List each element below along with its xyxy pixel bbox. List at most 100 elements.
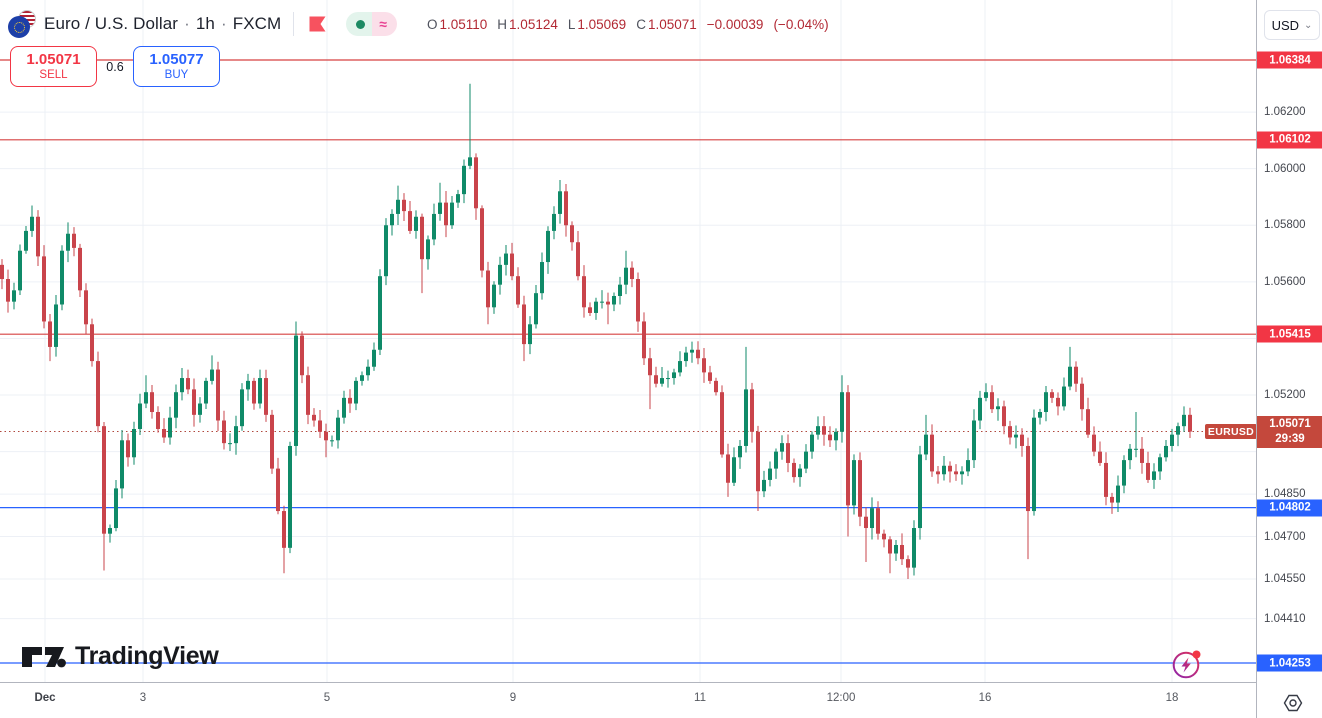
candle-body: [108, 528, 112, 534]
candle-body: [324, 431, 328, 441]
candle-body: [252, 380, 256, 404]
candle-body: [1116, 485, 1120, 503]
candle-body: [732, 457, 736, 483]
symbol-title-button[interactable]: Euro / U.S. Dollar · 1h · FXCM: [44, 14, 282, 33]
candle-body: [174, 392, 178, 418]
symbol-flag-icon: [8, 10, 36, 38]
candle-body: [612, 295, 616, 305]
candle-body: [36, 216, 40, 257]
candle-body: [1152, 471, 1156, 480]
candle-body: [156, 412, 160, 429]
candle-body: [120, 440, 124, 489]
candle-body: [522, 304, 526, 345]
symbol-name: Euro / U.S. Dollar: [44, 14, 179, 33]
time-axis[interactable]: Dec 3 5 9 11 12:00 16 18: [0, 682, 1256, 718]
candle-body: [822, 426, 826, 435]
candle-body: [828, 434, 832, 441]
candle-body: [690, 349, 694, 353]
candle-body: [900, 545, 904, 560]
candle-body: [162, 428, 166, 438]
candle-body: [96, 361, 100, 427]
candle-body: [804, 451, 808, 469]
price-level-label: 1.04253: [1257, 654, 1322, 672]
tradingview-logo[interactable]: TradingView: [20, 638, 219, 674]
flash-ideas-icon[interactable]: [1169, 647, 1205, 688]
candle-body: [1050, 392, 1054, 398]
candle-body: [180, 378, 184, 393]
candle-body: [954, 471, 958, 475]
candle-body: [762, 479, 766, 492]
candle-body: [948, 465, 952, 472]
scale-settings-hexagon-icon[interactable]: [1281, 691, 1305, 718]
candle-body: [366, 366, 370, 376]
chevron-down-icon: ⌄: [1304, 19, 1313, 31]
candle-body: [588, 307, 592, 313]
trade-panel: 1.05071 SELL 0.6 1.05077 BUY: [10, 46, 220, 87]
candle-body: [894, 545, 898, 554]
candle-body: [282, 511, 286, 548]
candle-body: [774, 451, 778, 469]
candle-body: [132, 428, 136, 458]
candle-body: [1044, 392, 1048, 413]
candle-body: [204, 380, 208, 404]
candle-body: [84, 290, 88, 325]
candle-body: [150, 392, 154, 413]
sell-button[interactable]: 1.05071 SELL: [10, 46, 97, 87]
candle-body: [660, 378, 664, 384]
candle-body: [1074, 366, 1078, 384]
candle-body: [1128, 448, 1132, 461]
candle-body: [846, 392, 850, 506]
flag-symbol-icon[interactable]: [306, 12, 328, 36]
time-axis-tick: 9: [509, 692, 517, 704]
interval-label: 1h: [195, 14, 215, 33]
candle-body: [942, 465, 946, 475]
candle-body: [30, 216, 34, 231]
candle-body: [1038, 412, 1042, 418]
candle-body: [1056, 397, 1060, 407]
candle-body: [1008, 426, 1012, 438]
market-status-pill[interactable]: ≈: [346, 12, 397, 36]
candle-body: [1020, 434, 1024, 446]
price-level-label: 1.06102: [1257, 131, 1322, 149]
candle-body: [642, 321, 646, 359]
candle-body: [54, 304, 58, 347]
candle-body: [990, 392, 994, 410]
candle-body: [702, 358, 706, 373]
candle-body: [390, 213, 394, 226]
candle-body: [1026, 445, 1030, 512]
candle-body: [360, 375, 364, 381]
candle-body: [552, 213, 556, 231]
price-axis[interactable]: USD ⌄ 1.06200 1.06000 1.05800 1.05600 1.0520…: [1256, 0, 1322, 718]
candle-body: [858, 460, 862, 517]
candle-body: [798, 468, 802, 478]
candle-body: [708, 372, 712, 381]
candle-body: [426, 239, 430, 260]
candle-body: [816, 426, 820, 435]
candle-body: [978, 397, 982, 421]
candle-body: [1164, 445, 1168, 458]
candle-body: [810, 434, 814, 452]
candle-body: [78, 247, 82, 291]
change-value: −0.00039: [706, 16, 764, 32]
candle-body: [144, 392, 148, 404]
spread-label: 0.6: [106, 59, 124, 74]
candle-body: [630, 267, 634, 280]
candle-body: [516, 276, 520, 305]
candle-body: [228, 443, 232, 445]
candle-body: [1032, 417, 1036, 512]
currency-dropdown[interactable]: USD ⌄: [1264, 10, 1320, 40]
candle-body: [246, 380, 250, 390]
candle-body: [384, 225, 388, 277]
buy-button[interactable]: 1.05077 BUY: [133, 46, 220, 87]
candle-body: [486, 270, 490, 308]
candle-body: [906, 559, 910, 568]
candle-body: [738, 445, 742, 458]
candle-body: [66, 233, 70, 251]
candle-body: [528, 324, 532, 345]
candle-body: [558, 191, 562, 214]
candle-body: [438, 202, 442, 214]
time-axis-tick: 11: [694, 692, 706, 704]
candle-body: [12, 290, 16, 302]
